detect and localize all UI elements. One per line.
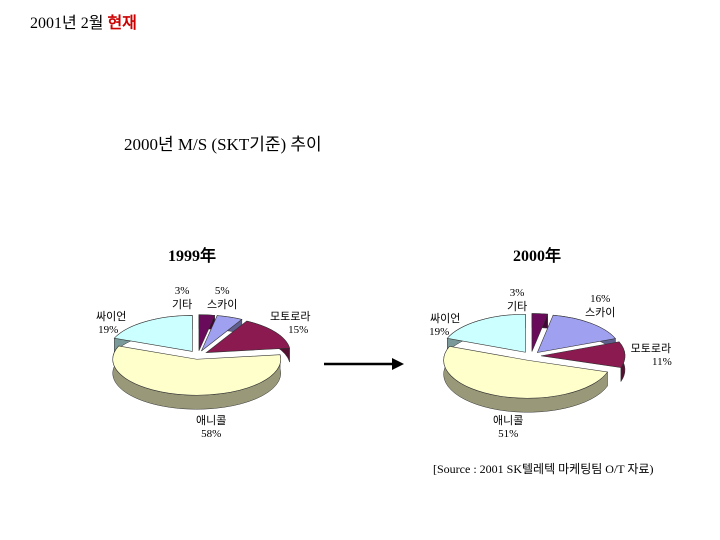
label-2000-anycall: 애니콜 51% — [493, 414, 524, 440]
label-2000-motorola: 모토로라 11% — [630, 342, 672, 368]
pie-2000-slice-모토로라 — [540, 341, 626, 368]
label-2000-sky: 16% 스카이 — [585, 293, 616, 319]
label-1999-sky: 5% 스카이 — [207, 285, 238, 311]
source-note: [Source : 2001 SK텔레텍 마케팅팀 O/T 자료) — [433, 462, 654, 476]
label-1999-cyon: 싸이언 19% — [96, 310, 127, 336]
pie-1999-slice-싸이언 — [113, 315, 193, 352]
pie-1999-slice-스카이 — [201, 315, 243, 352]
pie-1999-title: 1999年 — [168, 248, 217, 265]
pie-2000-title: 2000年 — [513, 248, 562, 265]
header-highlight: 현재 — [107, 13, 137, 32]
pie-1999-slice-애니콜 — [112, 345, 281, 396]
label-1999-motorola: 모토로라 15% — [270, 310, 311, 336]
pie-1999-slice-모토로라 — [205, 320, 291, 353]
pie-1999-slice-기타 — [198, 314, 216, 351]
pie-2000-slice-기타 — [531, 313, 549, 352]
label-1999-etc: 3% 기타 — [172, 285, 193, 311]
label-2000-etc: 3% 기타 — [507, 287, 528, 313]
chart-subtitle: 2000년 M/S (SKT기준) 추이 — [124, 135, 322, 154]
pie-2000-slice-애니콜 — [443, 345, 609, 399]
pie-1999 — [112, 314, 291, 410]
header-date: 2001년 2월 — [30, 15, 104, 32]
label-1999-anycall: 애니콜 58% — [196, 414, 227, 440]
arrow — [324, 358, 404, 370]
pie-2000-slice-스카이 — [536, 314, 617, 353]
header-title: 2001년 2월 현재 — [30, 9, 137, 33]
pie-2000-slice-싸이언 — [446, 313, 526, 353]
arrow-head — [392, 358, 404, 370]
pie-2000 — [443, 313, 626, 413]
label-2000-cyon: 싸이언 19% — [429, 312, 461, 338]
